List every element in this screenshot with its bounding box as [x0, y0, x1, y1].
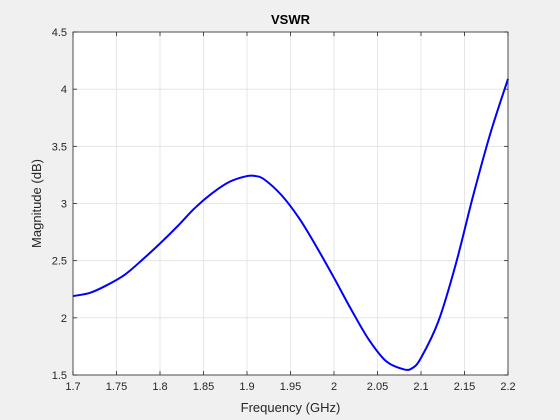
- x-tick-label: 1.8: [152, 381, 167, 393]
- y-tick-label: 2.5: [52, 256, 67, 268]
- x-tick-label: 2.2: [500, 381, 515, 393]
- x-tick-label: 2: [331, 381, 337, 393]
- y-tick-label: 4: [61, 84, 67, 96]
- x-axis-label: Frequency (GHz): [241, 400, 341, 415]
- x-tick-label: 1.7: [65, 381, 80, 393]
- series-layer: [72, 78, 509, 371]
- y-tick-label: 1.5: [52, 370, 67, 382]
- y-tick-label: 2: [61, 313, 67, 325]
- series-line: [72, 78, 509, 371]
- x-tick-label: 2.15: [454, 381, 475, 393]
- y-tick-label: 4.5: [52, 27, 67, 39]
- chart-title: VSWR: [271, 12, 311, 27]
- x-ticks: 1.7 1.75 1.8 1.85 1.9 1.95 2 2.05 2.1 2.15 2.2: [65, 32, 516, 393]
- y-tick-label: 3: [61, 199, 67, 211]
- y-axis-label: Magnitude (dB): [29, 159, 44, 248]
- y-tick-label: 3.5: [52, 141, 67, 153]
- x-tick-label: 1.9: [239, 381, 254, 393]
- x-tick-label: 1.85: [193, 381, 214, 393]
- x-tick-label: 2.05: [367, 381, 388, 393]
- y-ticks: 1.5 2 2.5 3 3.5 4 4.5: [52, 27, 508, 382]
- x-tick-label: 1.75: [106, 381, 127, 393]
- x-tick-label: 2.1: [413, 381, 428, 393]
- x-tick-label: 1.95: [280, 381, 301, 393]
